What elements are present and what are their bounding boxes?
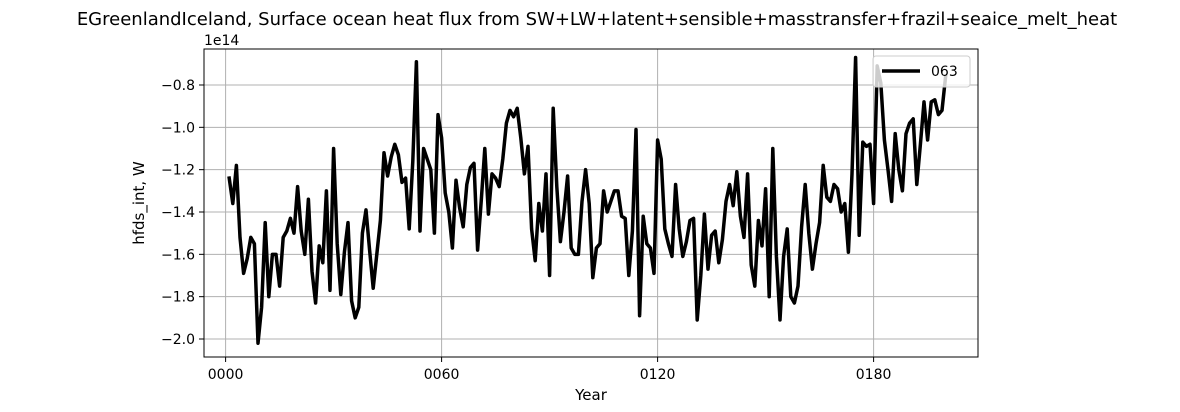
chart-title: EGreenlandIceland, Surface ocean heat fl… — [77, 9, 1117, 30]
y-tick-label: −2.0 — [161, 332, 195, 348]
x-axis-label: Year — [574, 386, 608, 404]
legend-box — [872, 55, 971, 88]
y-offset-label: 1e14 — [204, 33, 239, 49]
y-tick-label: −1.4 — [161, 205, 195, 221]
plot-area — [227, 55, 948, 345]
x-tick-label: 0060 — [424, 367, 460, 383]
y-tick-label: −1.2 — [161, 163, 195, 179]
legend: 063 — [872, 55, 971, 88]
series-line-063 — [227, 55, 948, 345]
x-tick-label: 0000 — [208, 367, 244, 383]
y-tick-label: −1.0 — [161, 120, 195, 136]
y-tick-label: −1.8 — [161, 290, 195, 306]
x-tick-label: 0120 — [640, 367, 676, 383]
legend-label-063: 063 — [931, 64, 958, 80]
y-tick-label: −1.6 — [161, 247, 195, 263]
x-tick-label: 0180 — [856, 367, 892, 383]
axis-ticks: 0000 0060 0120 0180 −2.0 −1.8 −1.6 −1.4 −1.2 −1.0… — [161, 78, 891, 383]
axes-frame — [203, 48, 979, 358]
y-tick-label: −0.8 — [161, 78, 195, 94]
y-axis-label: hfds_int, W — [130, 161, 149, 245]
